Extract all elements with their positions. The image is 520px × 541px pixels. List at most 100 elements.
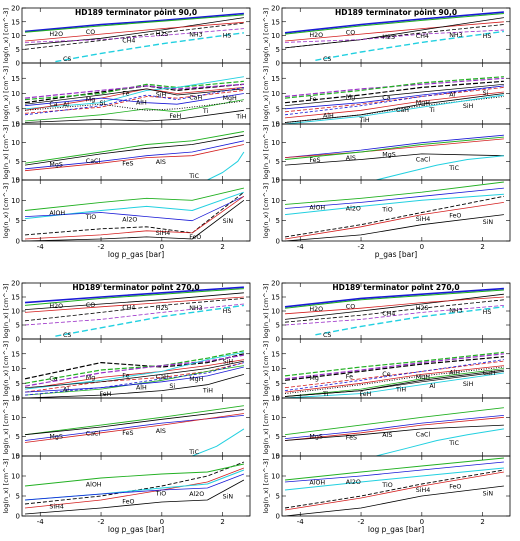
- series-line-mg: [284, 351, 504, 377]
- series-label-fe: Fe: [122, 372, 129, 379]
- series-line-tio: [284, 193, 504, 216]
- subplot-0-1: Ca Mg Fe SiH CaH MgH Al Si AlH FeH Ti TiH 0 5 10 15log(…: [2, 62, 251, 129]
- y-tick-label: 10: [271, 473, 280, 481]
- y-tick-label: 5: [276, 380, 280, 388]
- series-group: [284, 351, 504, 398]
- series-line-tic: [207, 151, 245, 180]
- series-group: [284, 11, 504, 61]
- y-axis-label: log(n_x) [cm^-3]: [262, 283, 270, 338]
- series-line-h2o: [284, 287, 504, 308]
- series-label-feo: FeO: [449, 213, 461, 220]
- series-line-als: [284, 416, 504, 441]
- series-line-als: [24, 144, 244, 172]
- series-label-cah: CaH: [189, 94, 202, 101]
- y-axis-label: log(n_x) [cm^-3]: [2, 124, 10, 179]
- series-line-sih: [284, 372, 504, 398]
- series-line-tih: [24, 109, 244, 123]
- series-label-ti: Ti: [428, 107, 435, 114]
- subplot-frame: [21, 455, 251, 517]
- series-line-co: [284, 13, 504, 35]
- x-tick-label: -4: [37, 243, 45, 251]
- series-label-cs: CS: [323, 56, 331, 63]
- series-label-aloh: AlOH: [86, 482, 102, 489]
- y-tick-label: 10: [11, 90, 20, 98]
- series-line-cah: [284, 91, 504, 119]
- y-tick-label: 5: [276, 433, 280, 441]
- series-group: [284, 457, 504, 516]
- series-line-fes: [284, 134, 504, 158]
- y-tick-label: 10: [11, 139, 20, 147]
- y-tick-label: 5: [276, 493, 280, 501]
- subplot-3-1: Mg Fe Ce MgH AlH CaH Ti FeH TiH Al SiH 0 5 10 15log(n_…: [262, 338, 511, 403]
- y-tick-label: 10: [11, 32, 20, 40]
- y-tick-label: 0: [16, 238, 20, 246]
- y-tick-label: 10: [271, 308, 280, 316]
- series-label-tio: TiO: [381, 206, 392, 213]
- subplot-frame: [21, 179, 251, 242]
- series-label-sin: SiN: [483, 491, 494, 498]
- x-tick-label: 2: [220, 243, 224, 251]
- y-axis-label: log(n_x) [cm^-3]: [2, 399, 10, 454]
- y-tick-label: 0: [276, 60, 280, 68]
- y-tick-label: 0: [16, 336, 20, 344]
- series-label-tih: TiH: [395, 387, 406, 394]
- series-label-al: Al: [429, 383, 435, 390]
- series-line-al: [284, 83, 504, 107]
- y-tick-label: 5: [276, 46, 280, 54]
- series-label-alh: AlH: [136, 100, 147, 107]
- y-axis-label: log(n_x) [cm^-3]: [262, 124, 270, 179]
- series-label-sih4: SiH4: [416, 487, 431, 494]
- y-tick-label: 20: [11, 280, 20, 288]
- y-tick-label: 0: [276, 453, 280, 461]
- y-tick-label: 5: [16, 158, 20, 166]
- series-label-cs: CS: [63, 332, 71, 339]
- chart-title: HD189 terminator point 270,0: [72, 283, 199, 292]
- series-line-fe: [24, 354, 244, 387]
- y-tick-label: 5: [16, 322, 20, 330]
- chart-title: HD189 terminator point 90,0: [335, 8, 457, 17]
- series-line-cacl: [24, 134, 244, 166]
- series-label-tic: TiC: [448, 440, 459, 447]
- series-label-aloh: AlOH: [309, 479, 325, 486]
- series-line-aloh: [24, 187, 245, 211]
- y-tick-label: 15: [11, 294, 20, 302]
- series-label-fes: FeS: [309, 157, 320, 164]
- series-label-fe: Fe: [122, 90, 129, 97]
- series-label-tio: TiO: [85, 214, 96, 221]
- y-tick-label: 0: [276, 395, 280, 403]
- y-axis-label: log(n_x) [cm^-3]: [262, 8, 270, 63]
- series-label-hs: HS: [223, 32, 232, 39]
- y-tick-label: 0: [276, 177, 280, 185]
- y-tick-label: 0: [276, 336, 280, 344]
- series-label-fe: Fe: [309, 96, 316, 103]
- y-axis-label: log(n_x) [cm^-3]: [262, 458, 270, 513]
- series-line-al2o: [284, 461, 504, 483]
- series-label-alh: AlH: [136, 385, 147, 392]
- series-line-h2s: [24, 21, 244, 42]
- series-line-fe: [24, 83, 244, 99]
- y-axis-label: log(n_x) [cm^-3]: [262, 341, 270, 396]
- series-group: [284, 76, 504, 124]
- series-label-aloh: AlOH: [49, 210, 65, 217]
- series-line-tic: [376, 155, 504, 180]
- series-label-co: CO: [86, 29, 95, 36]
- y-tick-label: 0: [16, 395, 20, 403]
- series-label-feo: FeO: [189, 234, 201, 241]
- series-line-feo: [284, 471, 504, 511]
- series-line-feo: [284, 202, 504, 240]
- series-line-sin: [284, 485, 504, 516]
- series-label-cacl: CaCl: [416, 432, 431, 439]
- series-line-h2o: [284, 11, 504, 34]
- series-label-si: Si: [100, 100, 106, 107]
- series-group: [24, 76, 244, 123]
- series-label-tih: TiH: [235, 113, 246, 120]
- x-tick-label: -4: [297, 243, 305, 251]
- series-label-tic: TiC: [448, 165, 459, 172]
- series-label-co: CO: [346, 30, 355, 37]
- series-label-tih: TiH: [359, 117, 370, 124]
- series-label-h2o: H2O: [309, 32, 323, 39]
